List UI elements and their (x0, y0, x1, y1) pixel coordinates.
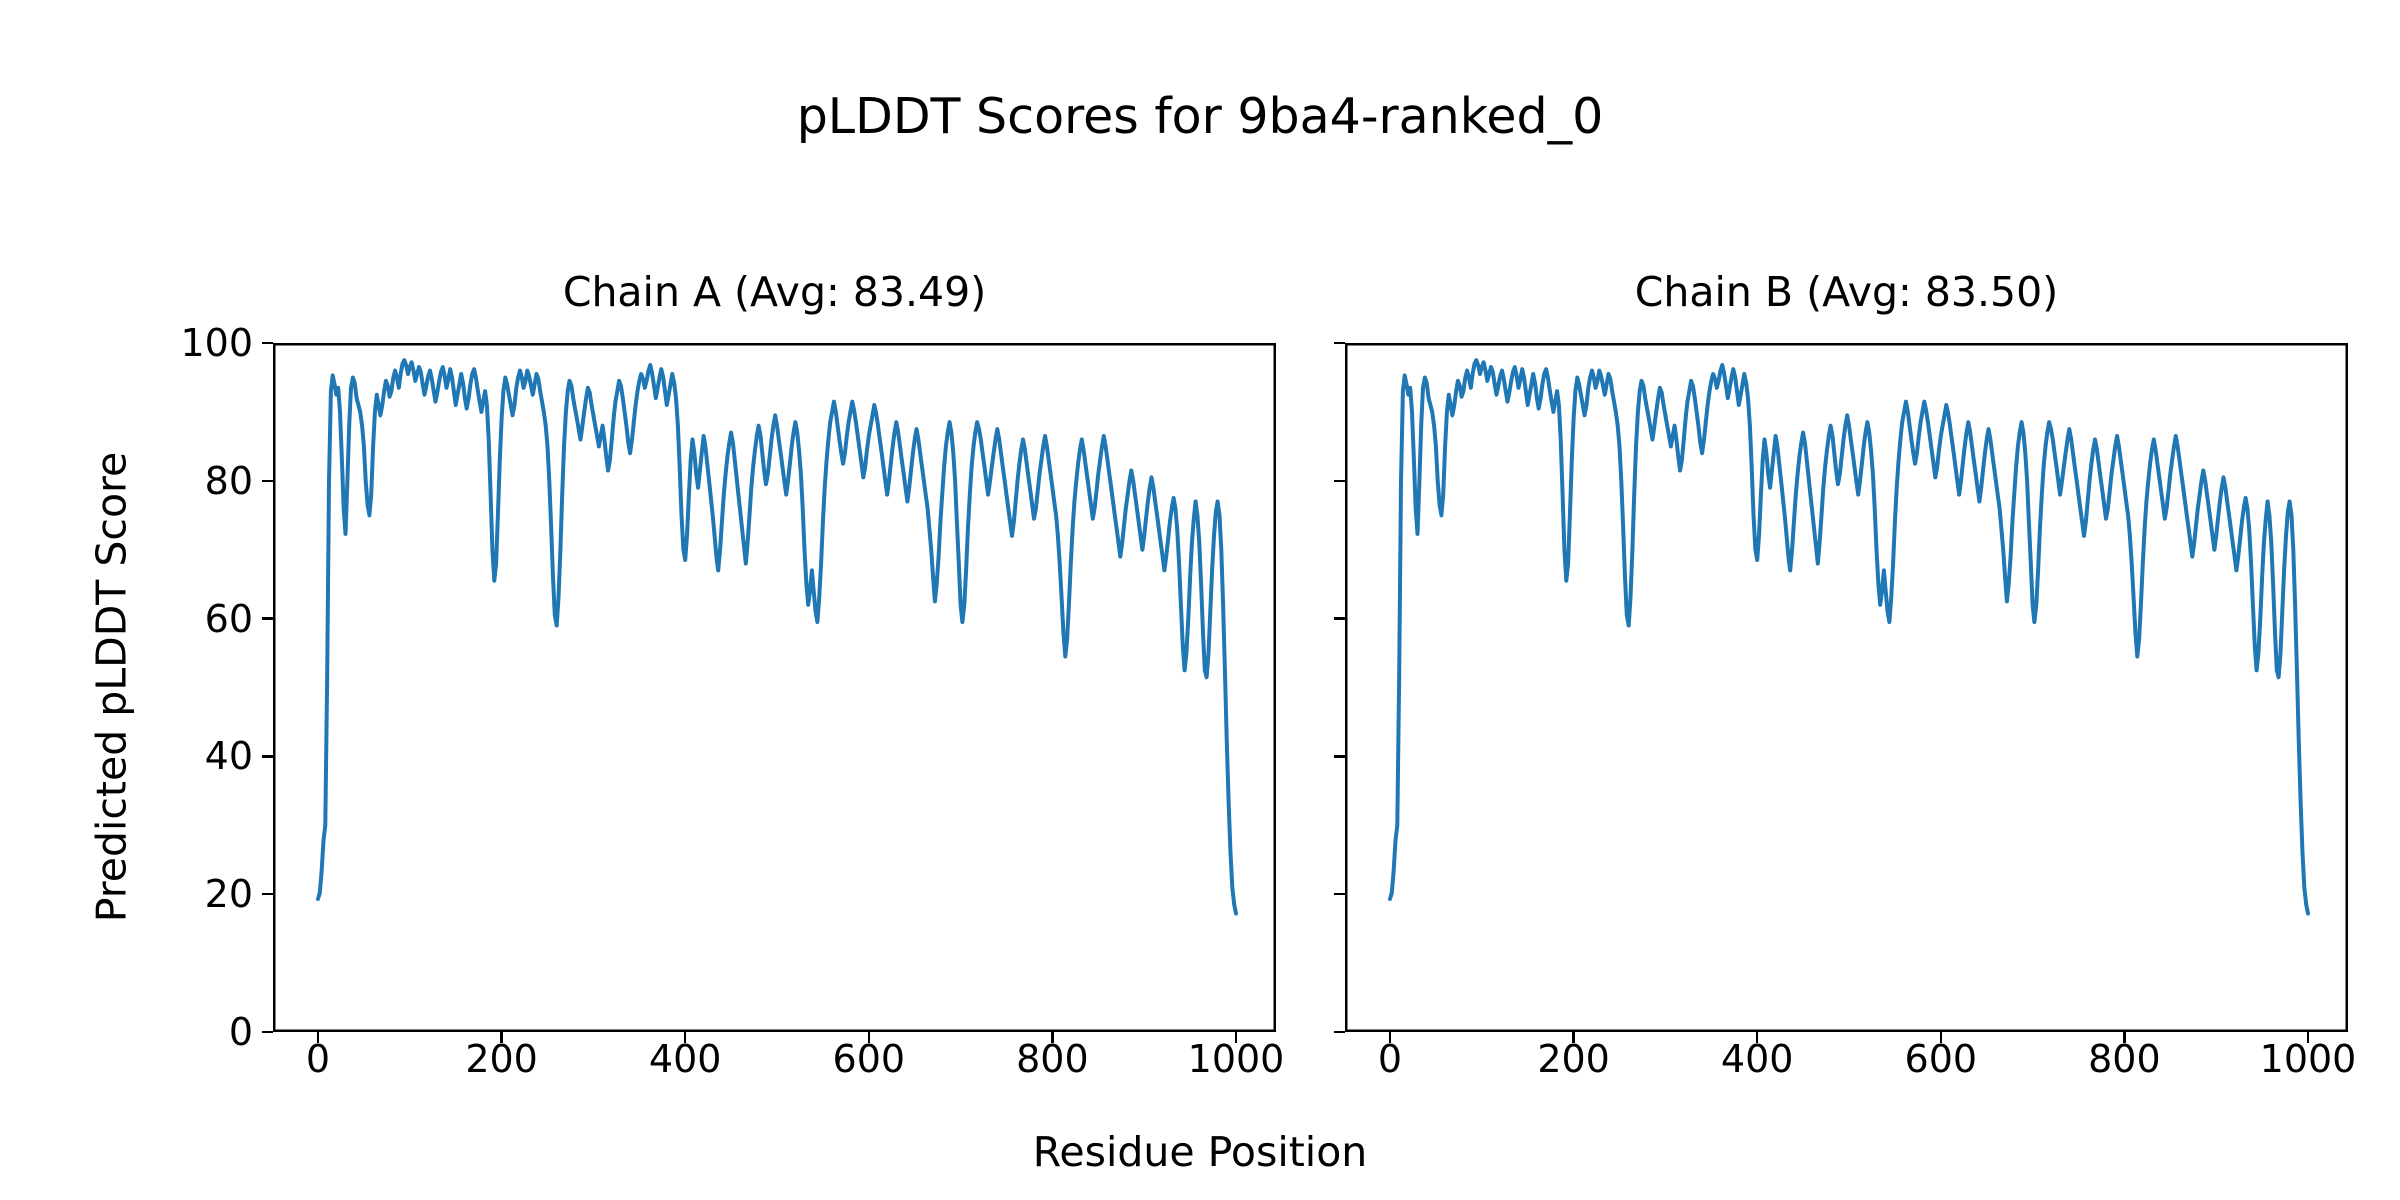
x-tick-mark (1051, 1032, 1054, 1043)
y-tick-mark (1334, 1030, 1345, 1034)
x-tick-label: 400 (1720, 1037, 1794, 1081)
x-tick-label: 800 (1016, 1037, 1089, 1081)
y-tick-mark (1334, 755, 1345, 758)
y-tick-label: 100 (180, 321, 253, 365)
y-tick-label: 20 (204, 872, 253, 917)
x-tick-mark (867, 1032, 871, 1043)
subplot-title-chain-b: Chain B (Avg: 83.50) (1634, 268, 2059, 316)
y-tick-mark (1334, 479, 1345, 483)
y-tick-label: 80 (204, 458, 253, 503)
x-tick-label: 0 (305, 1037, 331, 1081)
y-tick-mark (262, 341, 273, 345)
x-tick-label: 800 (2088, 1037, 2161, 1081)
y-tick-mark (262, 479, 273, 483)
y-tick-mark (262, 617, 273, 620)
y-tick-mark (262, 892, 273, 896)
x-tick-label: 600 (1904, 1037, 1978, 1081)
y-tick-label: 60 (204, 596, 253, 641)
figure-title: pLDDT Scores for 9ba4-ranked_0 (796, 88, 1604, 145)
x-tick-mark (683, 1032, 687, 1043)
y-tick-mark (1334, 341, 1345, 345)
x-tick-mark (2306, 1032, 2310, 1043)
y-tick-mark (262, 755, 273, 758)
subplot-title-chain-a: Chain A (Avg: 83.49) (562, 268, 987, 316)
x-tick-label: 0 (1377, 1037, 1403, 1081)
y-tick-mark (1334, 892, 1345, 896)
y-tick-label: 0 (228, 1010, 253, 1054)
axes-chain-b (1345, 343, 2348, 1032)
x-tick-label: 400 (648, 1037, 722, 1081)
plddt-line-chain-b (1388, 358, 2310, 916)
plot-chain-a (273, 343, 1276, 1032)
axes-chain-a (273, 343, 1276, 1032)
axes-spines-chain-a (273, 343, 1276, 1032)
x-tick-label: 1000 (1187, 1037, 1285, 1081)
axes-spines-chain-b (1345, 343, 2348, 1032)
y-tick-mark (1334, 617, 1345, 620)
y-tick-label: 40 (204, 734, 253, 779)
x-tick-label: 200 (465, 1037, 538, 1081)
plot-chain-b (1345, 343, 2348, 1032)
x-tick-label: 600 (832, 1037, 906, 1081)
x-tick-label: 200 (1537, 1037, 1610, 1081)
x-tick-mark (1755, 1032, 1759, 1043)
x-tick-mark (500, 1032, 503, 1043)
x-tick-mark (1388, 1032, 1392, 1043)
y-tick-mark (262, 1030, 273, 1034)
x-tick-label: 1000 (2259, 1037, 2357, 1081)
x-tick-mark (316, 1032, 320, 1043)
y-axis-label: Predicted pLDDT Score (87, 451, 136, 923)
x-tick-mark (1939, 1032, 1943, 1043)
x-axis-label: Residue Position (1032, 1128, 1368, 1176)
x-tick-mark (2123, 1032, 2126, 1043)
x-tick-mark (1572, 1032, 1575, 1043)
x-tick-mark (1234, 1032, 1238, 1043)
plddt-line-chain-a (316, 358, 1238, 916)
